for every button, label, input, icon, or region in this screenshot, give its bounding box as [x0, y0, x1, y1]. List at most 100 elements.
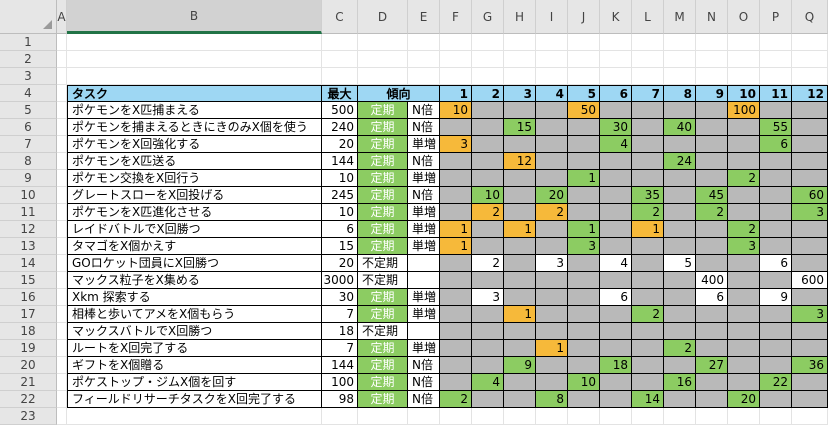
- day-cell[interactable]: [728, 374, 760, 391]
- task-trend-badge[interactable]: 定期: [358, 119, 408, 136]
- task-name[interactable]: レイドバトルでX回勝つ: [67, 221, 322, 238]
- grid-cell[interactable]: [408, 51, 440, 68]
- task-max[interactable]: 15: [322, 238, 358, 255]
- day-cell[interactable]: [440, 187, 472, 204]
- grid-cell[interactable]: [536, 68, 568, 85]
- grid-cell[interactable]: [57, 340, 67, 357]
- day-cell[interactable]: [568, 340, 600, 357]
- day-cell[interactable]: [536, 238, 568, 255]
- day-cell[interactable]: [504, 289, 536, 306]
- row-header-4[interactable]: 4: [0, 85, 57, 102]
- day-cell[interactable]: [600, 306, 632, 323]
- header-day-2[interactable]: 2: [472, 85, 504, 102]
- grid-cell[interactable]: [696, 34, 728, 51]
- grid-cell[interactable]: [760, 68, 792, 85]
- day-cell[interactable]: [664, 102, 696, 119]
- grid-cell[interactable]: [536, 51, 568, 68]
- day-cell[interactable]: [536, 153, 568, 170]
- day-cell[interactable]: [728, 119, 760, 136]
- grid-cell[interactable]: [440, 34, 472, 51]
- day-cell[interactable]: [728, 306, 760, 323]
- grid-cell[interactable]: [57, 374, 67, 391]
- task-trend-badge[interactable]: 定期: [358, 374, 408, 391]
- column-header-j[interactable]: J: [568, 0, 600, 34]
- grid-cell[interactable]: [568, 34, 600, 51]
- task-name[interactable]: タマゴをX個かえす: [67, 238, 322, 255]
- header-day-6[interactable]: 6: [600, 85, 632, 102]
- day-cell[interactable]: [792, 136, 828, 153]
- day-cell[interactable]: [600, 340, 632, 357]
- grid-cell[interactable]: [472, 34, 504, 51]
- grid-cell[interactable]: [57, 255, 67, 272]
- day-cell[interactable]: [664, 187, 696, 204]
- day-cell[interactable]: [664, 136, 696, 153]
- task-max[interactable]: 245: [322, 187, 358, 204]
- day-cell[interactable]: [440, 255, 472, 272]
- grid-cell[interactable]: [57, 204, 67, 221]
- column-header-c[interactable]: C: [322, 0, 358, 34]
- grid-cell[interactable]: [57, 34, 67, 51]
- day-cell[interactable]: [760, 153, 792, 170]
- grid-cell[interactable]: [57, 272, 67, 289]
- day-cell[interactable]: [568, 136, 600, 153]
- day-cell[interactable]: [664, 306, 696, 323]
- day-cell[interactable]: 8: [536, 391, 568, 408]
- day-cell[interactable]: [664, 357, 696, 374]
- task-trend-badge[interactable]: 不定期: [358, 272, 408, 289]
- day-cell[interactable]: [536, 136, 568, 153]
- day-cell[interactable]: 1: [568, 170, 600, 187]
- grid-cell[interactable]: [536, 34, 568, 51]
- day-cell[interactable]: 36: [792, 357, 828, 374]
- task-trend-badge[interactable]: 定期: [358, 102, 408, 119]
- day-cell[interactable]: [440, 374, 472, 391]
- grid-cell[interactable]: [57, 136, 67, 153]
- day-cell[interactable]: [792, 170, 828, 187]
- task-max[interactable]: 100: [322, 374, 358, 391]
- task-trend-badge[interactable]: 定期: [358, 306, 408, 323]
- day-cell[interactable]: [568, 289, 600, 306]
- header-day-1[interactable]: 1: [440, 85, 472, 102]
- grid-cell[interactable]: [67, 68, 322, 85]
- day-cell[interactable]: 22: [760, 374, 792, 391]
- row-header-14[interactable]: 14: [0, 255, 57, 272]
- column-header-l[interactable]: L: [632, 0, 664, 34]
- grid-cell[interactable]: [67, 34, 322, 51]
- day-cell[interactable]: 2: [696, 204, 728, 221]
- day-cell[interactable]: 10: [472, 187, 504, 204]
- row-header-13[interactable]: 13: [0, 238, 57, 255]
- day-cell[interactable]: 400: [696, 272, 728, 289]
- day-cell[interactable]: 1: [504, 221, 536, 238]
- grid-cell[interactable]: [57, 68, 67, 85]
- day-cell[interactable]: 1: [568, 221, 600, 238]
- grid-cell[interactable]: [322, 68, 358, 85]
- grid-cell[interactable]: [632, 34, 664, 51]
- row-header-10[interactable]: 10: [0, 187, 57, 204]
- grid-cell[interactable]: [472, 408, 504, 425]
- task-kind[interactable]: N倍: [408, 153, 440, 170]
- grid-cell[interactable]: [664, 408, 696, 425]
- day-cell[interactable]: [536, 357, 568, 374]
- row-header-8[interactable]: 8: [0, 153, 57, 170]
- day-cell[interactable]: 6: [600, 289, 632, 306]
- row-header-18[interactable]: 18: [0, 323, 57, 340]
- task-max[interactable]: 144: [322, 357, 358, 374]
- day-cell[interactable]: 35: [632, 187, 664, 204]
- day-cell[interactable]: [568, 187, 600, 204]
- day-cell[interactable]: [600, 102, 632, 119]
- grid-cell[interactable]: [760, 51, 792, 68]
- day-cell[interactable]: 1: [504, 306, 536, 323]
- day-cell[interactable]: [632, 323, 664, 340]
- day-cell[interactable]: [440, 153, 472, 170]
- day-cell[interactable]: [760, 102, 792, 119]
- task-kind[interactable]: N倍: [408, 119, 440, 136]
- day-cell[interactable]: [760, 238, 792, 255]
- grid-cell[interactable]: [358, 408, 408, 425]
- day-cell[interactable]: [760, 221, 792, 238]
- day-cell[interactable]: [664, 272, 696, 289]
- day-cell[interactable]: 14: [632, 391, 664, 408]
- grid-cell[interactable]: [408, 68, 440, 85]
- column-header-q[interactable]: Q: [792, 0, 828, 34]
- day-cell[interactable]: [792, 153, 828, 170]
- grid-cell[interactable]: [472, 68, 504, 85]
- header-day-8[interactable]: 8: [664, 85, 696, 102]
